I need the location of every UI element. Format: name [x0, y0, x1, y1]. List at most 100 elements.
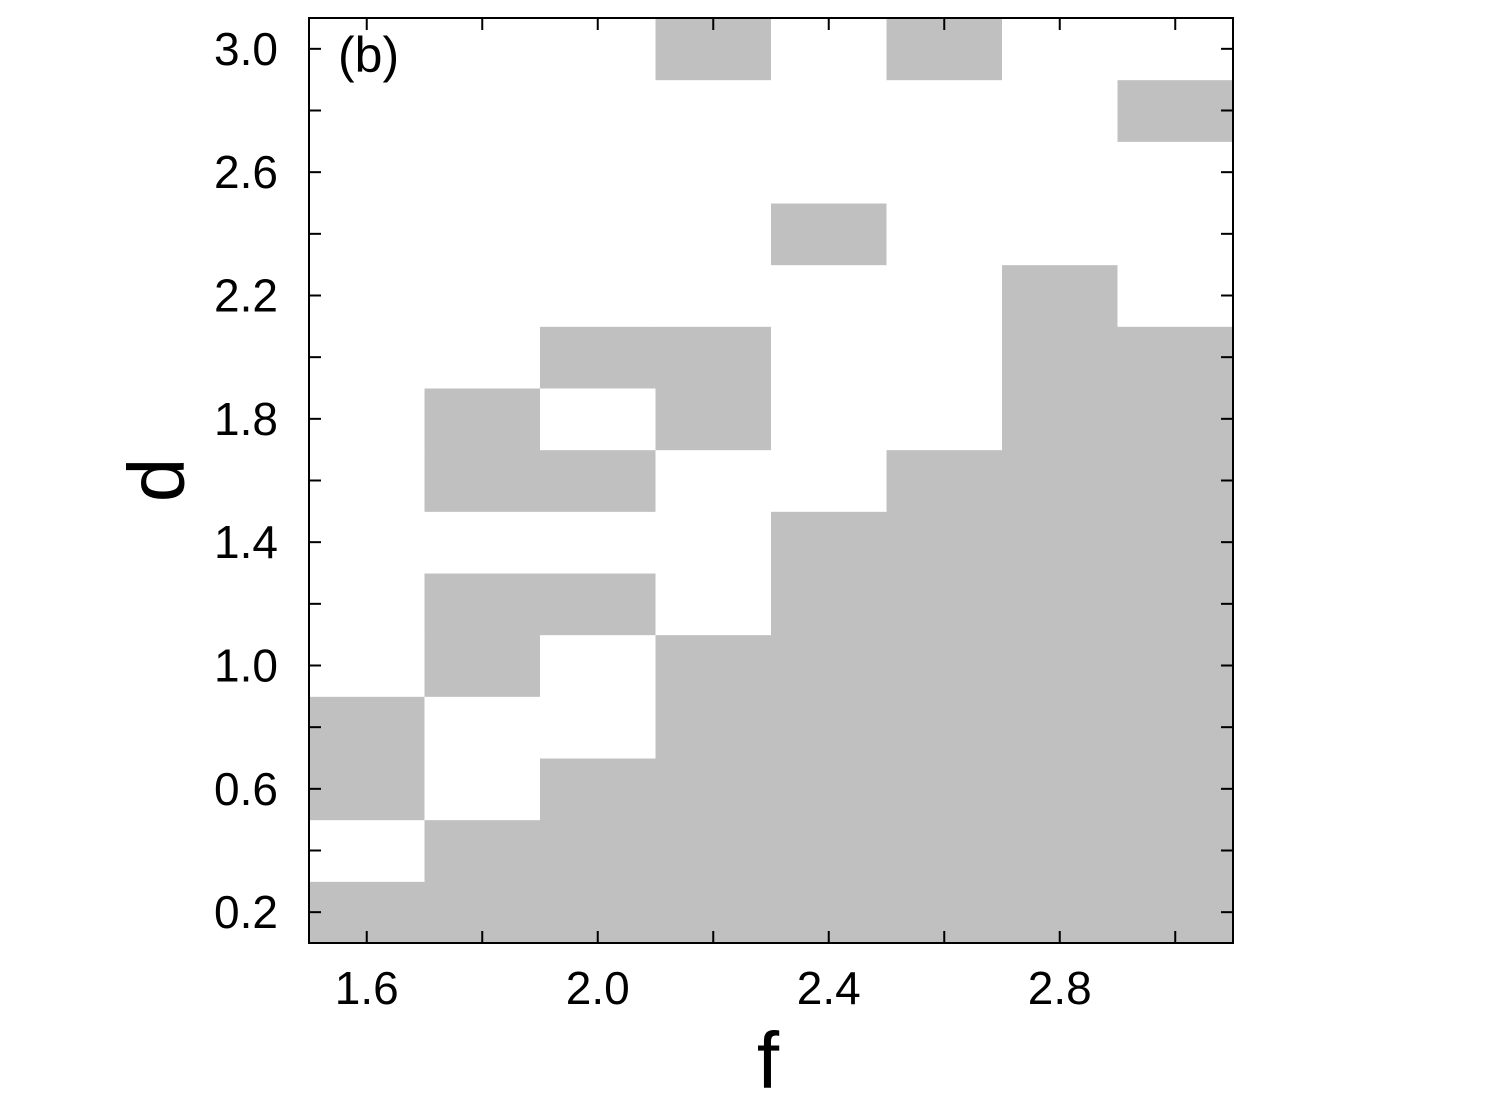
heatmap-cell [771, 758, 887, 821]
y-tick-label: 2.2 [214, 270, 278, 322]
heatmap-cell [655, 79, 772, 142]
y-tick-label: 1.4 [214, 516, 278, 568]
heatmap-cell [424, 819, 541, 882]
heatmap-cell [886, 449, 1003, 512]
heatmap-cell [655, 449, 772, 512]
heatmap-cell [1117, 264, 1234, 327]
y-tick-label: 1.0 [214, 640, 278, 692]
heatmap-cell [424, 326, 541, 389]
heatmap-cell [886, 79, 1003, 142]
heatmap-cell [424, 449, 541, 512]
heatmap-cell [424, 511, 541, 574]
heatmap-cell [309, 141, 425, 204]
heatmap-cell [886, 696, 1003, 759]
heatmap-cell [1117, 449, 1234, 512]
plot-frame [308, 17, 1234, 944]
heatmap-cell [886, 326, 1003, 389]
x-tick-label: 2.8 [1028, 962, 1092, 1014]
heatmap-cell [1117, 388, 1234, 451]
y-tick-label: 0.2 [214, 886, 278, 938]
heatmap-cell [424, 634, 541, 697]
heatmap-cell [771, 388, 887, 451]
heatmap-cell [540, 79, 656, 142]
heatmap-cell [1117, 573, 1234, 636]
heatmap-cell [1002, 203, 1118, 266]
heatmap-cell [771, 819, 887, 882]
heatmap-cell [1002, 449, 1118, 512]
heatmap-cell [540, 573, 656, 636]
heatmap-cell [1002, 388, 1118, 451]
heatmap-cell [540, 449, 656, 512]
heatmap-cell [886, 203, 1003, 266]
heatmap-cell [771, 141, 887, 204]
heatmap-cell [1117, 141, 1234, 204]
heatmap-cell [1117, 634, 1234, 697]
heatmap-cell [540, 696, 656, 759]
heatmap-cell [309, 326, 425, 389]
heatmap-cell [309, 511, 425, 574]
heatmap-cell [540, 264, 656, 327]
heatmap-cell [886, 819, 1003, 882]
heatmap-cell [424, 264, 541, 327]
heatmap-cell [309, 634, 425, 697]
heatmap-cell [309, 79, 425, 142]
heatmap-cell [655, 326, 772, 389]
heatmap-cell [309, 819, 425, 882]
heatmap-cell [540, 388, 656, 451]
heatmap-cell [771, 326, 887, 389]
heatmap-cell [1117, 326, 1234, 389]
heatmap-cell [771, 634, 887, 697]
heatmap-cell [1117, 758, 1234, 821]
heatmap-cell [886, 573, 1003, 636]
heatmap-cell [540, 819, 656, 882]
heatmap-cell [655, 511, 772, 574]
heatmap-cell [309, 696, 425, 759]
heatmap-cell [771, 696, 887, 759]
heatmap-cell [1002, 819, 1118, 882]
heatmap-cell [1002, 511, 1118, 574]
heatmap-cell [309, 203, 425, 266]
heatmap-cell [424, 573, 541, 636]
heatmap-cell [1117, 79, 1234, 142]
y-tick-label: 1.8 [214, 393, 278, 445]
heatmap-cell [1002, 326, 1118, 389]
heatmap-cell [886, 141, 1003, 204]
heatmap-cell [1002, 79, 1118, 142]
heatmap-cell [540, 326, 656, 389]
heatmap-cell [424, 696, 541, 759]
y-tick-label: 0.6 [214, 763, 278, 815]
heatmap-cell [424, 203, 541, 266]
heatmap-cell [655, 264, 772, 327]
x-axis-label: f [757, 1016, 780, 1100]
heatmap-cell [540, 141, 656, 204]
y-axis-label: d [112, 458, 201, 503]
panel-annotation: (b) [338, 27, 399, 83]
heatmap-cell [309, 758, 425, 821]
heatmap-cell [886, 511, 1003, 574]
heatmap-cell [771, 79, 887, 142]
heatmap-cell [309, 449, 425, 512]
heatmap-cell [771, 511, 887, 574]
y-tick-label: 3.0 [214, 23, 278, 75]
heatmap-cell [886, 388, 1003, 451]
heatmap-cell [1002, 141, 1118, 204]
heatmap-cell [886, 264, 1003, 327]
heatmap-cell [1117, 819, 1234, 882]
ticks [309, 18, 1233, 943]
x-tick-label: 2.4 [797, 962, 861, 1014]
heatmap-cell [1117, 511, 1234, 574]
heatmap-cell [886, 758, 1003, 821]
heatmap-cell [655, 696, 772, 759]
heatmap-cells [309, 18, 1234, 944]
heatmap-cell [655, 141, 772, 204]
heatmap-cell [309, 573, 425, 636]
heatmap-cell [1002, 264, 1118, 327]
heatmap-cell [655, 203, 772, 266]
x-tick-label: 1.6 [335, 962, 399, 1014]
heatmap-cell [771, 264, 887, 327]
heatmap-cell [771, 449, 887, 512]
heatmap-cell [540, 634, 656, 697]
y-tick-label: 2.6 [214, 146, 278, 198]
heatmap-cell [424, 79, 541, 142]
